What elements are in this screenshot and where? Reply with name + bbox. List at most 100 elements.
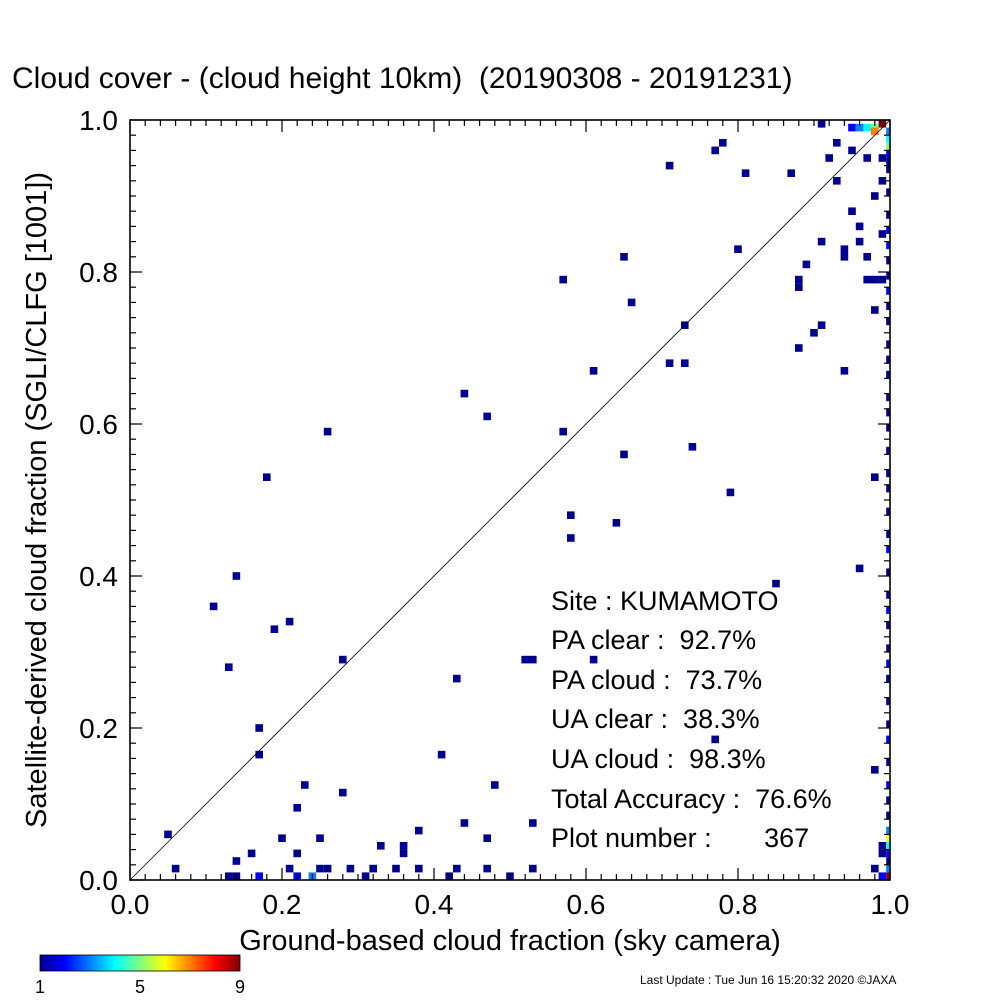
heatmap-cell-78 bbox=[840, 367, 849, 375]
heatmap-cell-125 bbox=[886, 393, 890, 402]
heatmap-cell-128 bbox=[886, 446, 890, 455]
heatmap-cell-127 bbox=[886, 424, 890, 432]
heatmap-cell-20 bbox=[323, 427, 332, 436]
heatmap-cell-110 bbox=[886, 150, 890, 158]
heatmap-cell-60 bbox=[711, 146, 719, 155]
stats-total-accuracy: Total Accuracy : 76.6% bbox=[551, 784, 832, 814]
heatmap-cell-142 bbox=[886, 720, 890, 728]
heatmap-cell-21 bbox=[323, 864, 332, 873]
heatmap-cell-19 bbox=[316, 864, 324, 873]
heatmap-cell-90 bbox=[871, 306, 879, 314]
heatmap-cell-84 bbox=[855, 237, 864, 246]
heatmap-cell-12 bbox=[278, 834, 286, 842]
heatmap-cell-124 bbox=[886, 370, 890, 379]
x-tick-label-2: 0.4 bbox=[415, 889, 454, 920]
heatmap-cell-71 bbox=[802, 260, 811, 269]
stats-ua-clear: UA clear : 38.3% bbox=[551, 704, 760, 734]
heatmap-cell-107 bbox=[886, 127, 890, 136]
heatmap-cell-119 bbox=[886, 287, 890, 295]
heatmap-cell-88 bbox=[863, 275, 871, 284]
heatmap-cell-5 bbox=[225, 872, 233, 880]
stats-pa-cloud: PA cloud : 73.7% bbox=[551, 665, 762, 695]
heatmap-cell-89 bbox=[871, 192, 879, 200]
heatmap-cell-7 bbox=[247, 849, 256, 858]
heatmap-cell-136 bbox=[886, 606, 890, 614]
heatmap-cell-116 bbox=[886, 241, 890, 250]
heatmap-cell-145 bbox=[886, 781, 890, 789]
heatmap-cell-148 bbox=[886, 826, 890, 835]
heatmap-cell-41 bbox=[521, 655, 529, 664]
x-axis-label: Ground-based cloud fraction (sky camera) bbox=[239, 925, 781, 957]
x-tick-label-3: 0.6 bbox=[567, 889, 606, 920]
heatmap-cell-101 bbox=[848, 123, 856, 132]
x-tick-label-1: 0.2 bbox=[263, 889, 302, 920]
heatmap-cell-59 bbox=[688, 443, 697, 451]
heatmap-cell-55 bbox=[665, 161, 674, 170]
heatmap-cells bbox=[164, 120, 890, 880]
heatmap-cell-51 bbox=[612, 519, 621, 527]
heatmap-cell-94 bbox=[878, 230, 887, 238]
heatmap-cell-65 bbox=[711, 735, 719, 744]
heatmap-cell-96 bbox=[878, 154, 887, 162]
heatmap-cell-149 bbox=[886, 834, 890, 842]
stats-site: Site : KUMAMOTO bbox=[551, 586, 779, 616]
heatmap-cell-108 bbox=[886, 135, 890, 143]
heatmap-cell-13 bbox=[285, 617, 294, 626]
heatmap-cell-82 bbox=[848, 146, 856, 155]
heatmap-cell-3 bbox=[225, 663, 233, 671]
heatmap-cell-113 bbox=[886, 188, 890, 196]
heatmap-cell-39 bbox=[483, 864, 491, 873]
heatmap-cell-139 bbox=[886, 659, 890, 668]
heatmap-cell-53 bbox=[620, 450, 628, 459]
heatmap-cell-134 bbox=[886, 568, 890, 576]
heatmap-cell-47 bbox=[567, 511, 575, 519]
heatmap-cell-35 bbox=[460, 389, 469, 398]
heatmap-cell-97 bbox=[878, 177, 887, 185]
heatmap-cell-0 bbox=[164, 830, 172, 839]
y-tick-label-0: 0.0 bbox=[79, 865, 118, 896]
heatmap-cell-42 bbox=[529, 655, 537, 664]
heatmap-cell-93 bbox=[871, 275, 879, 284]
heatmap-cell-58 bbox=[681, 359, 689, 367]
y-tick-label-3: 0.6 bbox=[79, 409, 118, 440]
heatmap-cell-8 bbox=[255, 724, 263, 732]
y-tick-label-5: 1.0 bbox=[79, 105, 118, 136]
heatmap-cell-155 bbox=[878, 872, 887, 880]
heatmap-cell-114 bbox=[886, 211, 890, 219]
heatmap-cell-137 bbox=[886, 621, 890, 630]
heatmap-cell-158 bbox=[255, 872, 263, 880]
x-tick-label-0: 0.0 bbox=[111, 889, 150, 920]
heatmap-cell-133 bbox=[886, 545, 890, 554]
heatmap-cell-80 bbox=[840, 253, 849, 261]
stats-ua-cloud: UA cloud : 98.3% bbox=[551, 744, 766, 774]
heatmap-cell-91 bbox=[871, 473, 879, 481]
heatmap-cell-6 bbox=[232, 857, 241, 865]
heatmap-cell-159 bbox=[361, 872, 370, 880]
heatmap-cell-24 bbox=[346, 864, 355, 873]
heatmap-cell-25 bbox=[369, 864, 377, 873]
heatmap-cell-4 bbox=[232, 572, 241, 580]
heatmap-cell-85 bbox=[855, 564, 864, 573]
heatmap-cell-74 bbox=[817, 237, 826, 246]
heatmap-cell-9 bbox=[255, 750, 263, 759]
heatmap-cell-150 bbox=[886, 842, 890, 850]
heatmap-cell-23 bbox=[339, 655, 347, 664]
heatmap-cell-38 bbox=[483, 834, 491, 842]
heatmap-cell-100 bbox=[817, 120, 826, 128]
heatmap-cell-105 bbox=[878, 120, 887, 128]
colorbar bbox=[39, 954, 241, 972]
heatmap-cell-67 bbox=[787, 169, 795, 177]
colorbar-label-min: 1 bbox=[35, 977, 45, 997]
heatmap-cell-27 bbox=[392, 864, 400, 873]
heatmap-cell-120 bbox=[886, 302, 890, 310]
heatmap-cell-50 bbox=[589, 655, 598, 664]
y-tick-label-1: 0.2 bbox=[79, 713, 118, 744]
heatmap-cell-102 bbox=[855, 123, 864, 132]
heatmap-cell-153 bbox=[886, 864, 890, 873]
heatmap-cell-131 bbox=[886, 507, 890, 516]
heatmap-cell-98 bbox=[878, 842, 887, 850]
stats-plot-number: Plot number : 367 bbox=[551, 823, 809, 853]
heatmap-cell-52 bbox=[620, 253, 628, 261]
stats-box: Site : KUMAMOTO PA clear : 92.7% PA clou… bbox=[551, 586, 832, 853]
